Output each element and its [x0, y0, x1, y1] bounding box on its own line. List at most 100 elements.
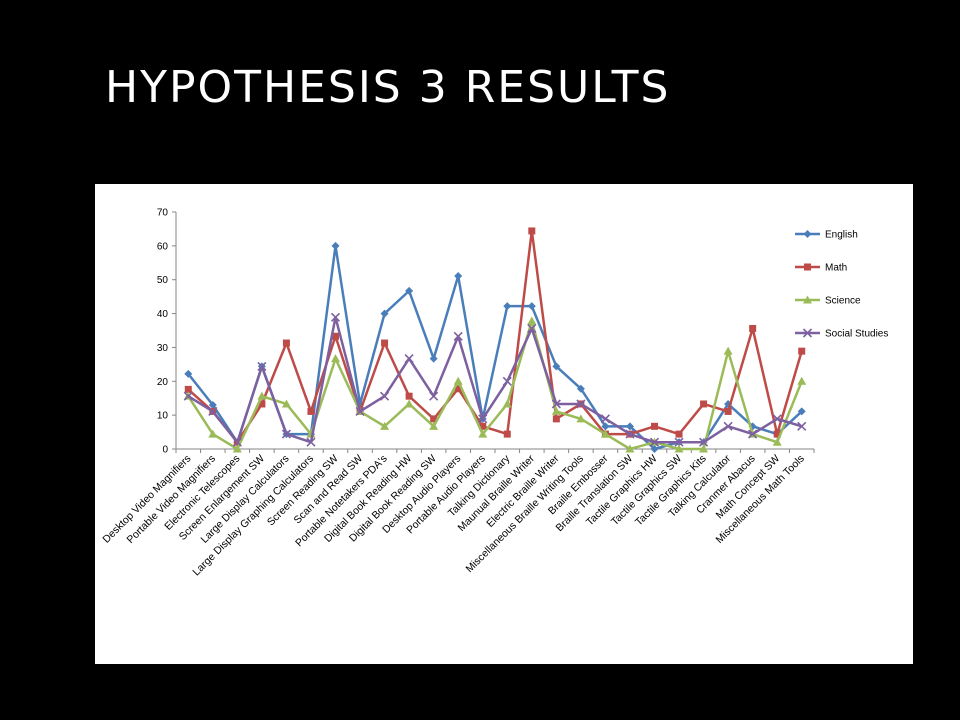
data-point-x — [674, 437, 684, 447]
data-point-triangle — [600, 429, 610, 438]
data-point-x — [232, 437, 242, 447]
data-point-diamond — [527, 302, 536, 311]
data-point-triangle — [699, 444, 709, 453]
series-line — [187, 229, 803, 444]
data-point-x — [699, 437, 709, 447]
data-point-square — [700, 400, 708, 408]
data-point-x — [625, 429, 635, 439]
data-point-triangle — [772, 437, 782, 446]
data-point-square — [675, 430, 683, 438]
data-point-square — [651, 422, 658, 430]
legend-label: Math — [825, 263, 847, 274]
data-point-triangle — [502, 399, 512, 408]
data-point-square — [430, 415, 438, 423]
data-point-triangle — [803, 295, 812, 304]
series-line — [187, 316, 803, 444]
data-point-diamond — [184, 369, 193, 378]
legend-label: English — [825, 230, 858, 241]
data-point-diamond — [625, 422, 634, 431]
y-tick-label: 20 — [157, 377, 169, 388]
data-point-triangle — [453, 376, 463, 385]
data-point-x — [772, 414, 782, 424]
y-tick-label: 50 — [157, 275, 169, 286]
y-tick-label: 0 — [162, 445, 168, 456]
data-point-x — [802, 328, 813, 338]
data-point-x — [551, 399, 561, 409]
data-point-square — [749, 324, 757, 332]
legend-item: Math — [795, 263, 847, 274]
data-point-x — [748, 429, 758, 439]
y-tick-label: 10 — [157, 411, 169, 422]
chart-panel: 0 10 20 30 40 50 60 70 Desktop Video Magnifiers… — [95, 184, 913, 664]
data-point-x — [257, 361, 267, 371]
slide-title: HYPOTHESIS 3 RESULTS — [105, 62, 671, 113]
data-point-triangle — [478, 429, 488, 438]
data-point-triangle — [257, 391, 267, 400]
data-point-square — [724, 407, 732, 415]
data-point-x — [576, 399, 586, 409]
data-point-triangle — [527, 316, 537, 325]
data-point-diamond — [405, 286, 414, 295]
data-point-diamond — [454, 271, 463, 280]
series-line — [187, 319, 803, 451]
data-point-triangle — [281, 399, 291, 408]
chart-axes — [175, 212, 814, 450]
data-point-x — [453, 331, 463, 341]
series-english — [184, 241, 806, 453]
data-point-square — [258, 400, 266, 408]
data-point-triangle — [576, 414, 586, 423]
data-point-square — [184, 385, 192, 393]
data-point-square — [282, 339, 290, 347]
data-point-diamond — [208, 400, 217, 409]
data-point-square — [307, 407, 315, 415]
data-point-x — [404, 354, 414, 364]
data-point-x — [183, 391, 193, 401]
data-point-diamond — [650, 445, 659, 453]
data-point-x — [380, 391, 390, 401]
series-science — [183, 316, 807, 453]
data-point-x — [355, 406, 365, 416]
data-point-square — [405, 392, 413, 400]
chart-series — [183, 227, 807, 453]
data-point-triangle — [404, 399, 414, 408]
data-point-square — [528, 227, 536, 235]
legend-item: English — [795, 230, 858, 241]
data-point-triangle — [232, 444, 242, 453]
legend-label: Science — [825, 296, 861, 307]
data-point-diamond — [331, 241, 340, 250]
y-axis-ticks: 0 10 20 30 40 50 60 70 — [157, 208, 176, 456]
data-point-triangle — [331, 354, 340, 363]
y-tick-label: 40 — [157, 309, 169, 320]
data-point-diamond — [601, 422, 610, 431]
data-point-triangle — [723, 346, 733, 355]
legend-label: Social Studies — [825, 329, 888, 340]
data-point-diamond — [803, 230, 812, 238]
data-point-square — [552, 415, 560, 423]
data-point-x — [527, 323, 537, 334]
y-tick-label: 70 — [157, 208, 169, 219]
data-point-diamond — [380, 309, 389, 318]
data-point-square — [804, 263, 811, 271]
data-point-x — [649, 437, 660, 447]
data-point-diamond — [503, 302, 512, 311]
data-point-x — [723, 421, 733, 431]
data-point-square — [381, 339, 389, 347]
data-point-x — [797, 421, 807, 431]
data-point-x — [330, 312, 341, 322]
data-point-x — [281, 429, 291, 439]
data-point-triangle — [208, 429, 218, 438]
data-point-square — [503, 430, 511, 438]
data-point-square — [773, 430, 781, 438]
y-tick-label: 60 — [157, 241, 169, 252]
data-point-square — [454, 385, 462, 393]
data-point-triangle — [380, 421, 390, 430]
data-point-triangle — [551, 406, 561, 415]
data-point-square — [479, 422, 487, 430]
legend-item: Science — [795, 295, 861, 307]
data-point-diamond — [576, 384, 585, 393]
data-point-x — [208, 406, 218, 416]
data-point-x — [306, 437, 316, 447]
line-chart: 0 10 20 30 40 50 60 70 Desktop Video Magnifiers… — [100, 208, 888, 579]
series-math — [184, 227, 806, 446]
data-point-x — [600, 414, 610, 424]
